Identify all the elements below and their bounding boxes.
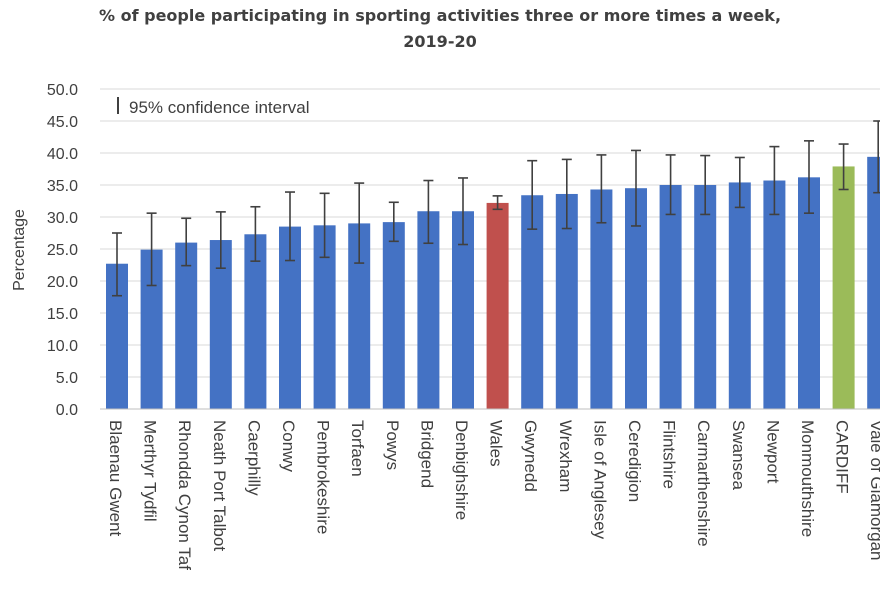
error-bar [285, 191, 295, 262]
bar [417, 211, 440, 409]
y-tick-label: 15.0 [47, 306, 78, 323]
bar [209, 240, 232, 409]
bar [106, 263, 128, 409]
y-tick-label: 0.0 [56, 402, 78, 419]
y-tick-label: 25.0 [47, 242, 78, 259]
bar [486, 202, 509, 409]
error-bar [146, 212, 157, 287]
x-tick-label: Conwy [279, 420, 298, 472]
bar [140, 249, 163, 409]
error-bar [734, 156, 745, 209]
bar [348, 223, 371, 409]
error-bar [215, 211, 226, 270]
x-tick-label: Vale of Glamorgan [867, 420, 880, 560]
y-tick-label: 35.0 [47, 178, 78, 195]
x-tick-label: Newport [763, 420, 782, 484]
error-bar [181, 217, 192, 267]
x-tick-label: Torfaen [348, 420, 367, 477]
bar [313, 225, 336, 409]
bar [694, 185, 717, 409]
x-tick-label: Flintshire [660, 420, 679, 489]
x-tick-label: Wales [487, 420, 506, 467]
error-bar [458, 177, 468, 246]
x-tick-label: Ceredigion [625, 420, 644, 502]
error-bar [769, 145, 780, 216]
chart-title-line-2: 2019-20 [403, 32, 477, 51]
bar [555, 193, 578, 409]
error-bar [492, 195, 503, 211]
error-bar [631, 149, 641, 227]
bar [521, 195, 544, 409]
error-bar [423, 179, 434, 245]
x-tick-label: Caerphilly [244, 420, 263, 496]
x-tick-label: Wrexham [556, 420, 575, 492]
bar [279, 226, 301, 409]
x-tick-label: CARDIFF [833, 420, 852, 494]
x-tick-label: Bridgend [417, 420, 436, 488]
x-tick-label: Monmouthshire [798, 420, 817, 537]
x-tick-label: Merthyr Tydfil [141, 420, 160, 522]
x-tick-label: Pembrokeshire [314, 420, 333, 534]
bar [798, 177, 820, 409]
legend-label: 95% confidence interval [129, 98, 310, 117]
bar [382, 222, 405, 409]
y-tick-label: 30.0 [47, 210, 78, 227]
bar [728, 182, 751, 409]
y-tick-label: 45.0 [47, 114, 78, 131]
error-bar [388, 201, 399, 243]
y-tick-label: 10.0 [47, 338, 78, 355]
y-tick-label: 20.0 [47, 274, 78, 291]
y-axis-label: Percentage [11, 209, 28, 291]
bar [452, 211, 474, 409]
error-bar [700, 154, 711, 216]
y-tick-label: 5.0 [56, 370, 78, 387]
error-bar [250, 205, 261, 262]
error-bars [112, 120, 880, 297]
bar [832, 166, 855, 409]
y-tick-label: 40.0 [47, 146, 78, 163]
error-bar [354, 182, 365, 264]
chart-title-line-1: % of people participating in sporting ac… [98, 6, 782, 25]
bar [763, 180, 786, 409]
x-tick-label: Powys [383, 420, 402, 470]
x-axis-ticks: Blaenau Gwent Merthyr Tydfil Rhondda Cynon… [106, 420, 880, 570]
error-bar [561, 158, 572, 230]
error-bar [838, 143, 849, 191]
error-bar [527, 159, 538, 230]
bar [590, 189, 613, 409]
x-tick-label: Neath Port Talbot [210, 420, 229, 551]
x-tick-label: Carmarthenshire [694, 420, 713, 547]
legend: 95% confidence interval [117, 97, 310, 117]
error-bar [319, 192, 330, 259]
x-tick-label: Isle of Anglesey [590, 420, 609, 540]
x-tick-label: Blaenau Gwent [106, 420, 125, 537]
y-axis-ticks: 0.0 5.0 10.0 15.0 20.0 25.0 30.0 35.0 40.0 45.0 50… [47, 82, 78, 419]
bar [244, 234, 267, 409]
y-tick-label: 50.0 [47, 82, 78, 99]
error-bar [665, 154, 676, 216]
bar [867, 156, 880, 409]
x-tick-label: Denbighshire [452, 420, 471, 520]
bar [659, 185, 682, 409]
bar [175, 242, 198, 409]
x-tick-label: Swansea [729, 420, 748, 490]
error-bar [873, 120, 880, 194]
error-bar [596, 154, 607, 224]
bars [106, 156, 880, 409]
error-bar [112, 232, 122, 297]
x-tick-label: Gwynedd [521, 420, 540, 492]
bar [625, 188, 647, 409]
x-tick-label: Rhondda Cynon Taf [175, 420, 194, 570]
error-bar [804, 140, 814, 214]
